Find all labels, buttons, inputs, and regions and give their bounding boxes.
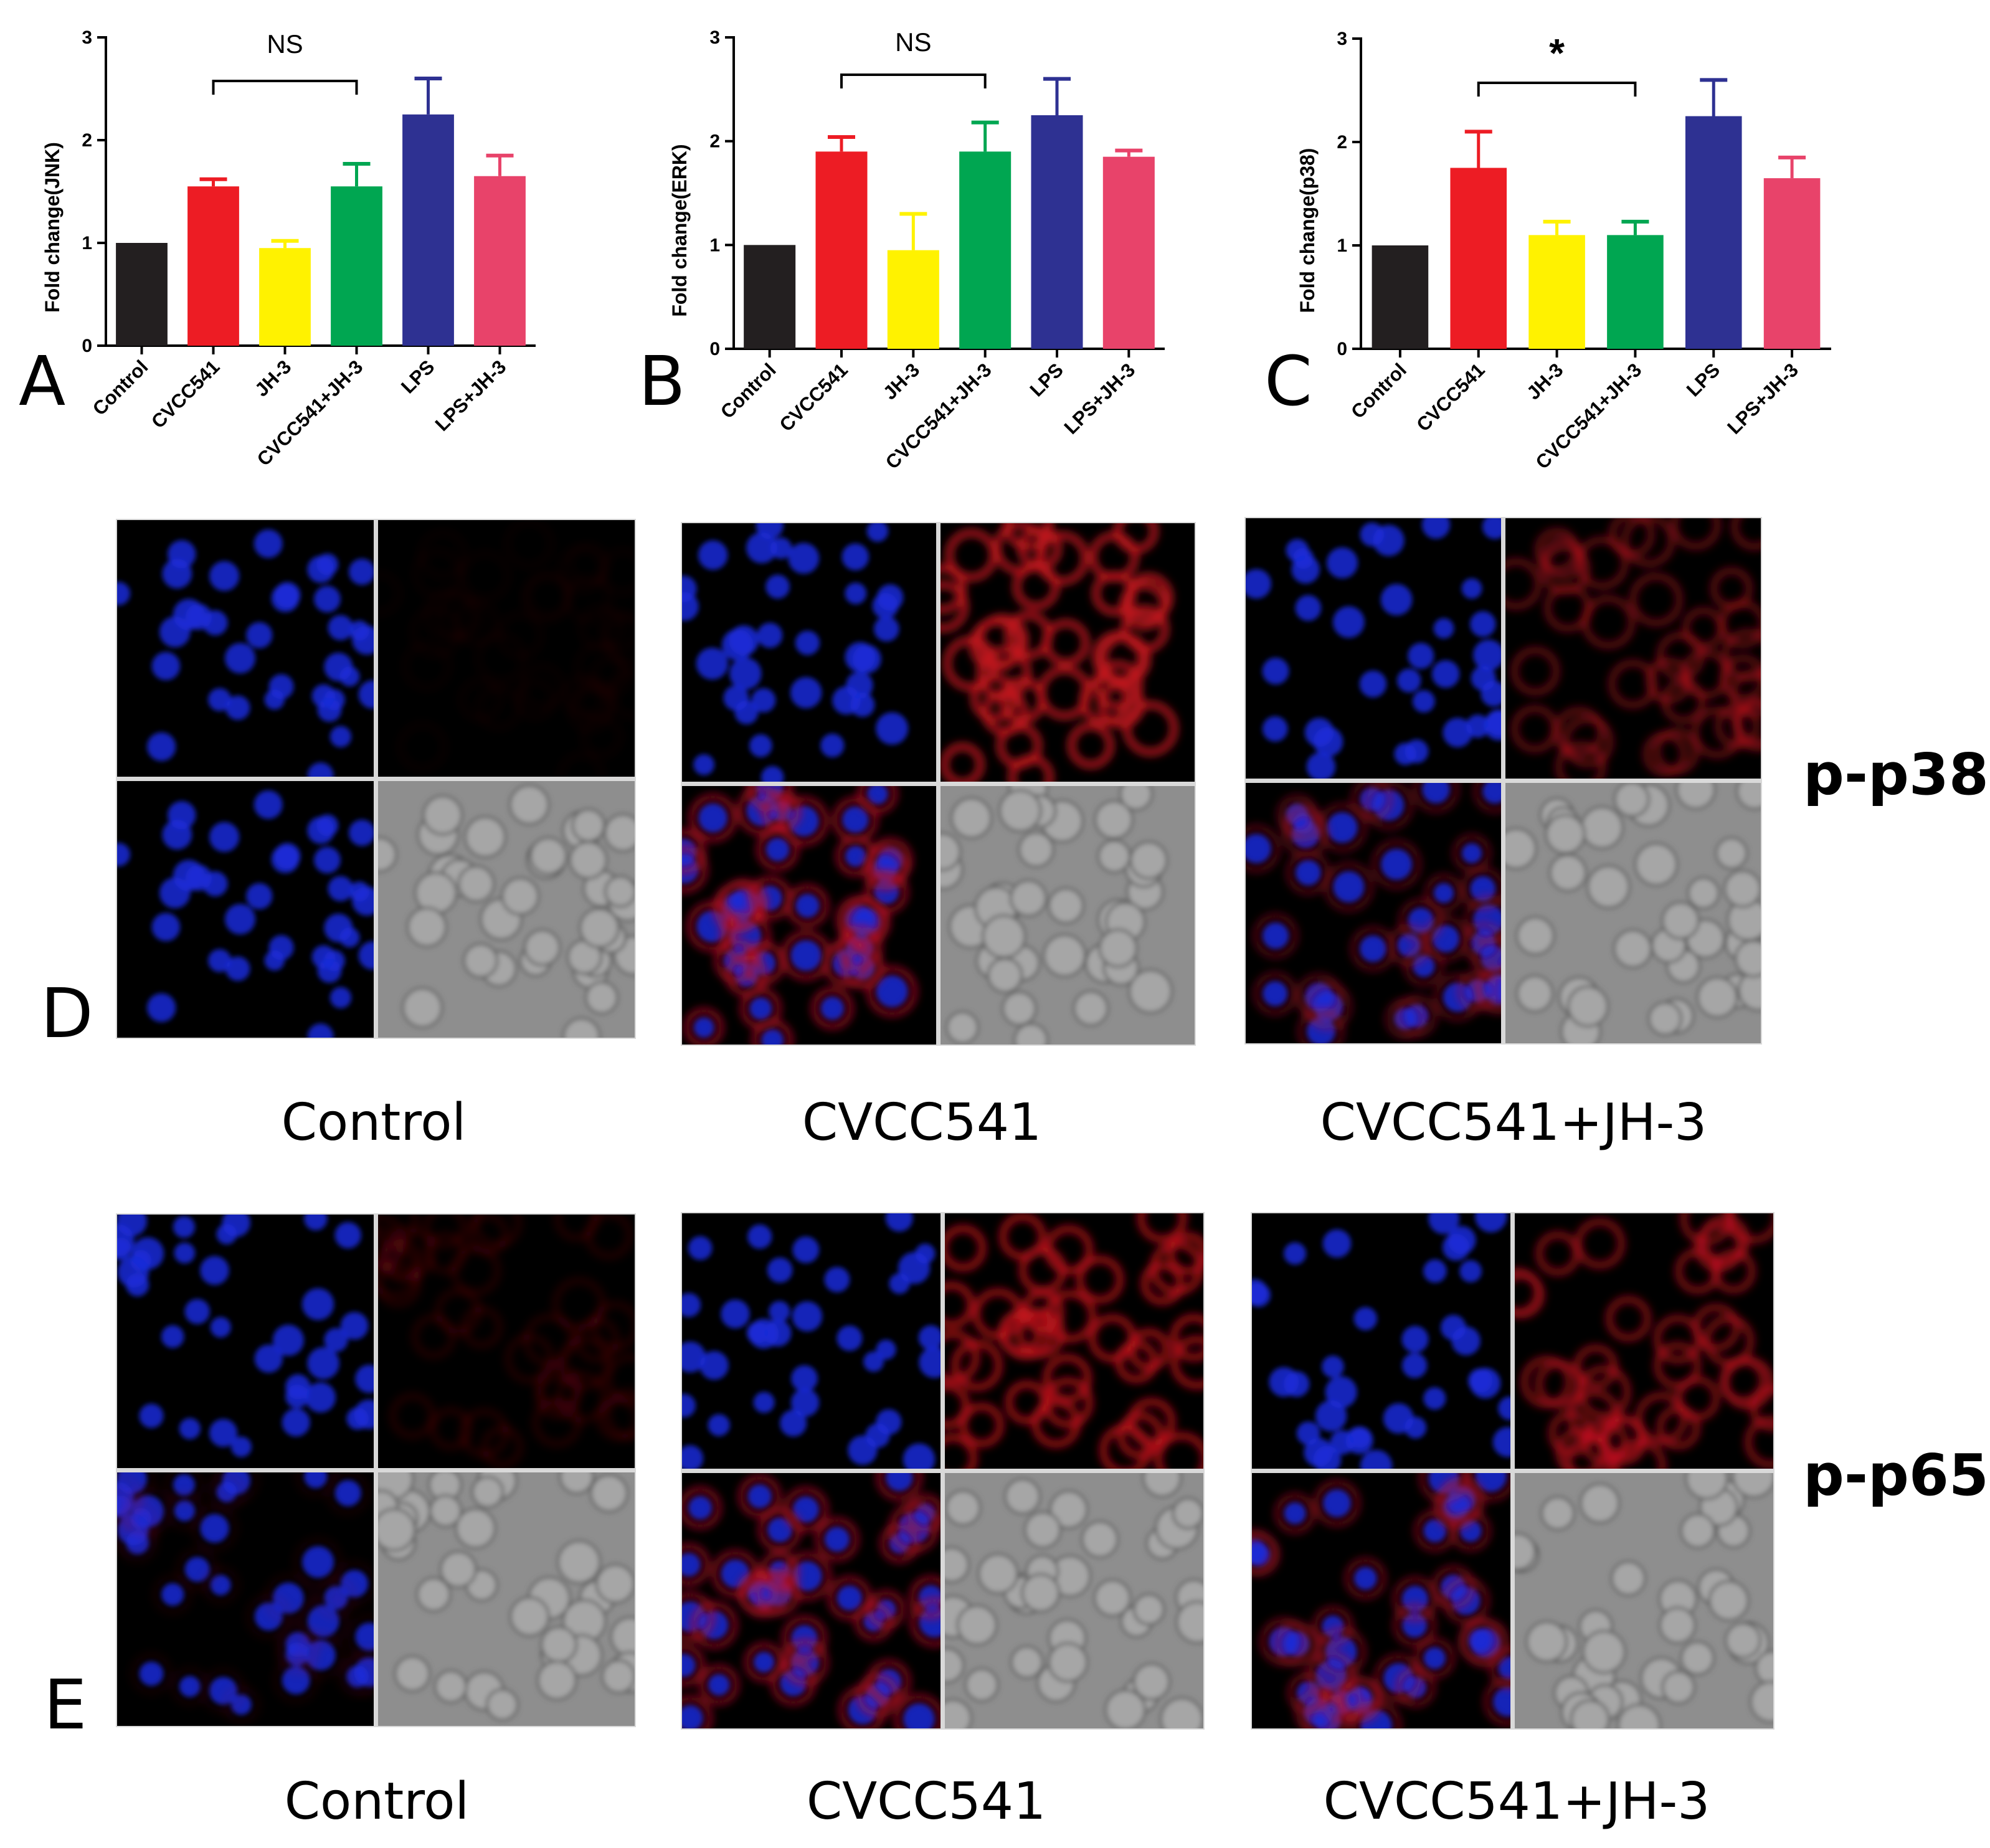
panel-letter-c: C [1264,341,1312,421]
significance-label-b: NS [895,27,931,57]
panel-letter-b: B [638,341,685,421]
group-label-d-control: Control [282,1093,466,1152]
category-label-c-4: LPS [1682,359,1724,400]
image-grid-e-2 [1251,1212,1774,1730]
group-label-d-cvcc541-jh3: CVCC541+JH-3 [1320,1093,1707,1152]
y-tick-label-b-1: 1 [709,235,720,255]
bar-b-1 [815,151,868,349]
category-label-b-4: LPS [1026,359,1068,400]
bar-a-4 [402,114,454,346]
image-grid-d-2 [1244,517,1762,1045]
y-tick-label-a-2: 2 [82,130,92,151]
category-label-a-5: LPS+JH-3 [431,356,511,435]
bar-c-3 [1607,235,1664,349]
panel-letter-a: A [19,341,65,421]
group-label-d-cvcc541: CVCC541 [802,1093,1041,1152]
category-label-b-2: JH-3 [879,359,924,404]
bar-b-0 [744,245,796,349]
bar-b-3 [959,151,1012,349]
image-grid-d-0 [116,519,636,1039]
category-label-a-4: LPS [397,356,438,397]
y-tick-label-c-2: 2 [1337,132,1347,153]
y-tick-label-c-3: 3 [1337,29,1347,49]
category-label-b-0: Control [716,359,780,423]
bar-b-4 [1031,115,1083,349]
category-label-c-0: Control [1347,359,1411,423]
y-axis-label-a: Fold change(JNK) [41,142,64,313]
bar-a-3 [331,186,382,346]
panel-letter-d: D [40,974,93,1053]
y-tick-label-a-3: 3 [82,27,92,48]
image-grid-e-1 [681,1212,1205,1730]
significance-bracket-a [212,80,358,95]
significance-label-c: * [1549,31,1565,75]
category-label-a-2: JH-3 [250,356,295,400]
category-label-c-2: JH-3 [1522,359,1567,404]
y-tick-label-c-0: 0 [1337,339,1347,359]
bar-c-5 [1763,178,1821,349]
bar-a-0 [116,243,168,346]
image-grid-e-0 [116,1213,636,1727]
y-tick-label-b-0: 0 [709,339,720,359]
significance-label-a: NS [267,29,303,59]
image-grid-d-1 [681,522,1196,1046]
bar-a-2 [259,248,311,346]
red-image-d-1 [941,523,1195,782]
bar-c-0 [1372,245,1429,349]
y-tick-label-a-1: 1 [82,233,92,254]
category-label-b-1: CVCC541 [775,359,852,435]
group-label-e-control: Control [285,1772,469,1831]
category-label-c-5: LPS+JH-3 [1723,359,1803,438]
category-label-b-5: LPS+JH-3 [1060,359,1140,438]
category-label-c-1: CVCC541 [1412,359,1489,435]
bar-b-2 [887,250,939,349]
significance-bracket-c [1477,82,1637,97]
category-label-a-1: CVCC541 [147,356,224,432]
y-tick-label-b-3: 3 [709,27,720,48]
bar-c-4 [1685,116,1742,349]
bar-b-5 [1102,156,1155,349]
group-label-e-cvcc541-jh3: CVCC541+JH-3 [1324,1772,1710,1831]
panel-letter-e: E [44,1665,87,1745]
microscopy-panel-p-p65 [116,1212,1774,1730]
y-tick-label-a-0: 0 [82,336,92,356]
bar-c-2 [1528,235,1585,349]
marker-label-p-p38: p-p38 [1803,741,1989,808]
y-axis-label-c: Fold change(p38) [1296,148,1319,313]
bar-a-5 [474,176,526,346]
group-label-e-cvcc541: CVCC541 [807,1772,1046,1831]
y-tick-label-b-2: 2 [709,131,720,152]
significance-bracket-b [840,73,987,88]
y-tick-label-c-1: 1 [1337,235,1347,256]
microscopy-panel-p-p38 [116,517,1762,1046]
bar-c-1 [1450,168,1507,349]
y-axis-label-b: Fold change(ERK) [668,144,691,316]
marker-label-p-p65: p-p65 [1803,1442,1989,1509]
bar-a-1 [187,186,239,346]
category-label-a-0: Control [88,356,153,420]
